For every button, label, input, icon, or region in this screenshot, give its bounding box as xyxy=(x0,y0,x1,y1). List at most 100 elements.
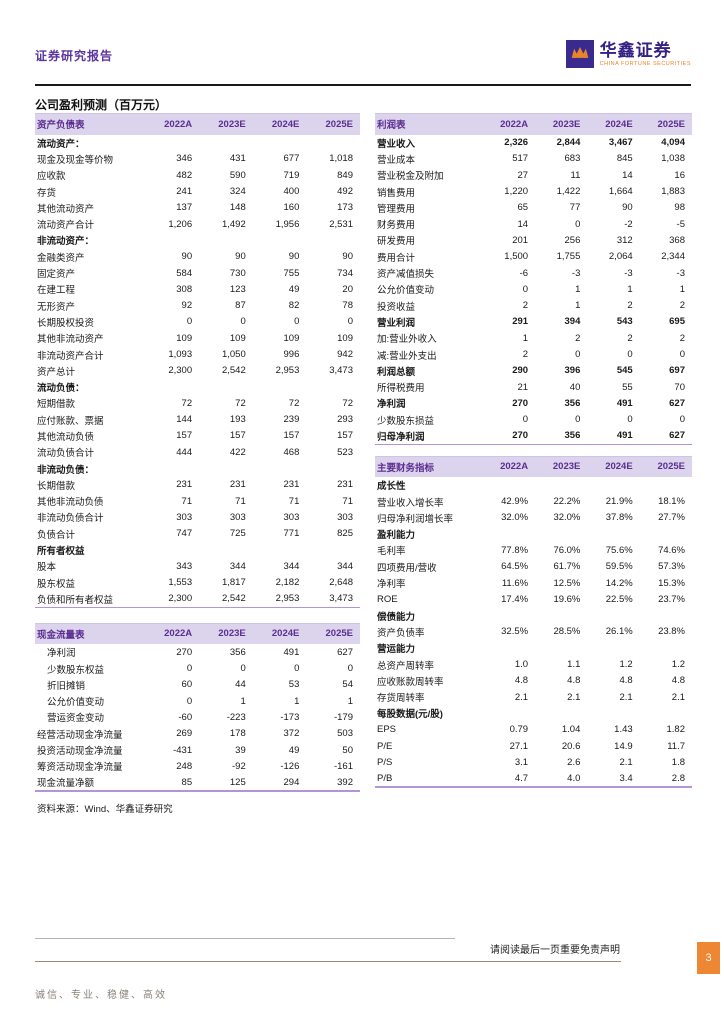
table-row: 固定资产 584 730 755 734 xyxy=(35,265,360,281)
cell-value xyxy=(253,379,307,395)
cell-value: 4.8 xyxy=(619,675,633,687)
cell-value: 49 xyxy=(288,283,300,295)
cell-value: 21.9% xyxy=(605,496,633,508)
table-row: 其他流动资产 137 148 160 173 xyxy=(35,200,360,216)
cell-value xyxy=(146,542,200,558)
cell-value: 53 xyxy=(288,679,300,691)
cell-value: 72 xyxy=(342,397,353,409)
row-label: 费用合计 xyxy=(377,252,416,264)
column-header: 2022A xyxy=(145,113,200,135)
cell-value: -161 xyxy=(333,760,353,772)
cell-value: 523 xyxy=(337,446,353,458)
row-label: P/E xyxy=(377,740,393,752)
cell-value: 2,953 xyxy=(275,365,300,377)
cell-value: 269 xyxy=(176,728,193,740)
cell-value: 2.1 xyxy=(567,691,581,703)
cell-value xyxy=(587,477,639,493)
cell-value: 78 xyxy=(342,300,353,312)
cell-value: 303 xyxy=(283,511,300,523)
cell-value: 76.0% xyxy=(553,544,581,556)
left-column: 资产负债表 2022A 2023E 2024E 2025E 流动资产： 现金及现金等价物 34… xyxy=(35,113,360,815)
row-label: 所得税费用 xyxy=(377,383,425,395)
cell-value: 1,664 xyxy=(608,186,633,198)
row-label: 存货 xyxy=(37,187,57,199)
cell-value: 2,844 xyxy=(556,137,581,149)
cell-value: 231 xyxy=(229,479,246,491)
cell-value xyxy=(306,232,360,248)
cell-value: 55 xyxy=(622,381,633,393)
cell-value: 293 xyxy=(337,414,353,426)
table-row: P/B 4.7 4.0 3.4 2.8 xyxy=(375,770,692,786)
cell-value: 291 xyxy=(512,316,529,328)
cell-value: -126 xyxy=(280,760,300,772)
cell-value: 343 xyxy=(176,560,193,572)
cell-value: 32.0% xyxy=(553,512,581,524)
cell-value: 109 xyxy=(283,332,300,344)
cell-value: 4.0 xyxy=(567,772,581,784)
table-title: 资产负债表 xyxy=(35,113,146,135)
cell-value: 0 xyxy=(575,218,581,230)
cell-value: 1 xyxy=(627,283,633,295)
cell-value: -3 xyxy=(676,267,685,279)
row-label: 股本 xyxy=(37,562,57,574)
column-header: 2023E xyxy=(535,455,588,478)
cell-value: 2,344 xyxy=(661,251,685,263)
cell-value: 50 xyxy=(342,744,353,756)
cell-value: 294 xyxy=(283,776,300,788)
table-row: 经营活动现金净流量 269 178 372 503 xyxy=(35,726,360,742)
row-label: P/S xyxy=(377,756,393,768)
cell-value: 2,326 xyxy=(504,137,529,149)
row-label: 筹资活动现金净流量 xyxy=(37,762,123,774)
cell-value: 543 xyxy=(616,316,633,328)
row-label: 应收款 xyxy=(37,171,66,183)
cell-value: 2,300 xyxy=(168,365,193,377)
row-label: 净利润 xyxy=(377,399,406,411)
cell-value: 71 xyxy=(235,495,246,507)
table-row: 资产减值损失 -6 -3 -3 -3 xyxy=(375,265,692,281)
cell-value xyxy=(146,232,200,248)
cell-value xyxy=(483,477,535,493)
table-row: 存货周转率 2.1 2.1 2.1 2.1 xyxy=(375,689,692,705)
cell-value xyxy=(587,526,639,542)
cell-value: 695 xyxy=(669,316,685,328)
cell-value: 303 xyxy=(229,511,246,523)
cell-value: 1,050 xyxy=(221,349,246,360)
cell-value: 734 xyxy=(337,267,353,279)
cell-value: 2,953 xyxy=(275,593,300,605)
row-label: 应付账款、票据 xyxy=(37,415,104,427)
table-header-row: 资产负债表 2022A 2023E 2024E 2025E xyxy=(35,113,360,135)
row-label: 归母净利润 xyxy=(377,431,425,443)
row-label: 成长性 xyxy=(377,481,406,493)
cell-value: -179 xyxy=(333,711,353,723)
table-row: 营业利润 291 394 543 695 xyxy=(375,314,692,330)
horse-logo-icon xyxy=(570,43,590,66)
column-header: 2024E xyxy=(252,622,307,645)
cell-value: 747 xyxy=(176,528,193,540)
cell-value: 1 xyxy=(294,695,300,707)
table-row: 管理费用 65 77 90 98 xyxy=(375,200,692,216)
cell-value: 1.1 xyxy=(567,659,581,671)
cell-value: 148 xyxy=(229,202,246,214)
cell-value xyxy=(535,608,587,624)
cell-value: 87 xyxy=(235,300,246,312)
cell-value: 1,817 xyxy=(221,577,246,589)
column-header: 2024E xyxy=(587,455,640,478)
cell-value: 1,492 xyxy=(221,218,246,230)
cell-value: 2,064 xyxy=(608,251,633,263)
row-label: 流动资产： xyxy=(37,138,85,150)
table-row: 每股数据(元/股) xyxy=(375,705,692,721)
table-row: 毛利率 77.8% 76.0% 75.6% 74.6% xyxy=(375,542,692,558)
cell-value: 0 xyxy=(522,283,529,295)
cell-value: 422 xyxy=(229,446,246,458)
table-row: 非流动资产： xyxy=(35,232,360,248)
cell-value: 14 xyxy=(517,218,529,230)
cell-value: 11 xyxy=(570,169,581,181)
table-row: ROE 17.4% 19.6% 22.5% 23.7% xyxy=(375,591,692,607)
row-label: ROE xyxy=(377,593,398,605)
cell-value: 730 xyxy=(229,267,246,279)
table-row: 流动负债： xyxy=(35,379,360,395)
row-label: 流动负债： xyxy=(37,383,85,395)
cell-value: -5 xyxy=(676,218,685,230)
table-header-row: 现金流量表 2022A 2023E 2024E 2025E xyxy=(35,622,360,645)
cell-value xyxy=(253,135,307,151)
